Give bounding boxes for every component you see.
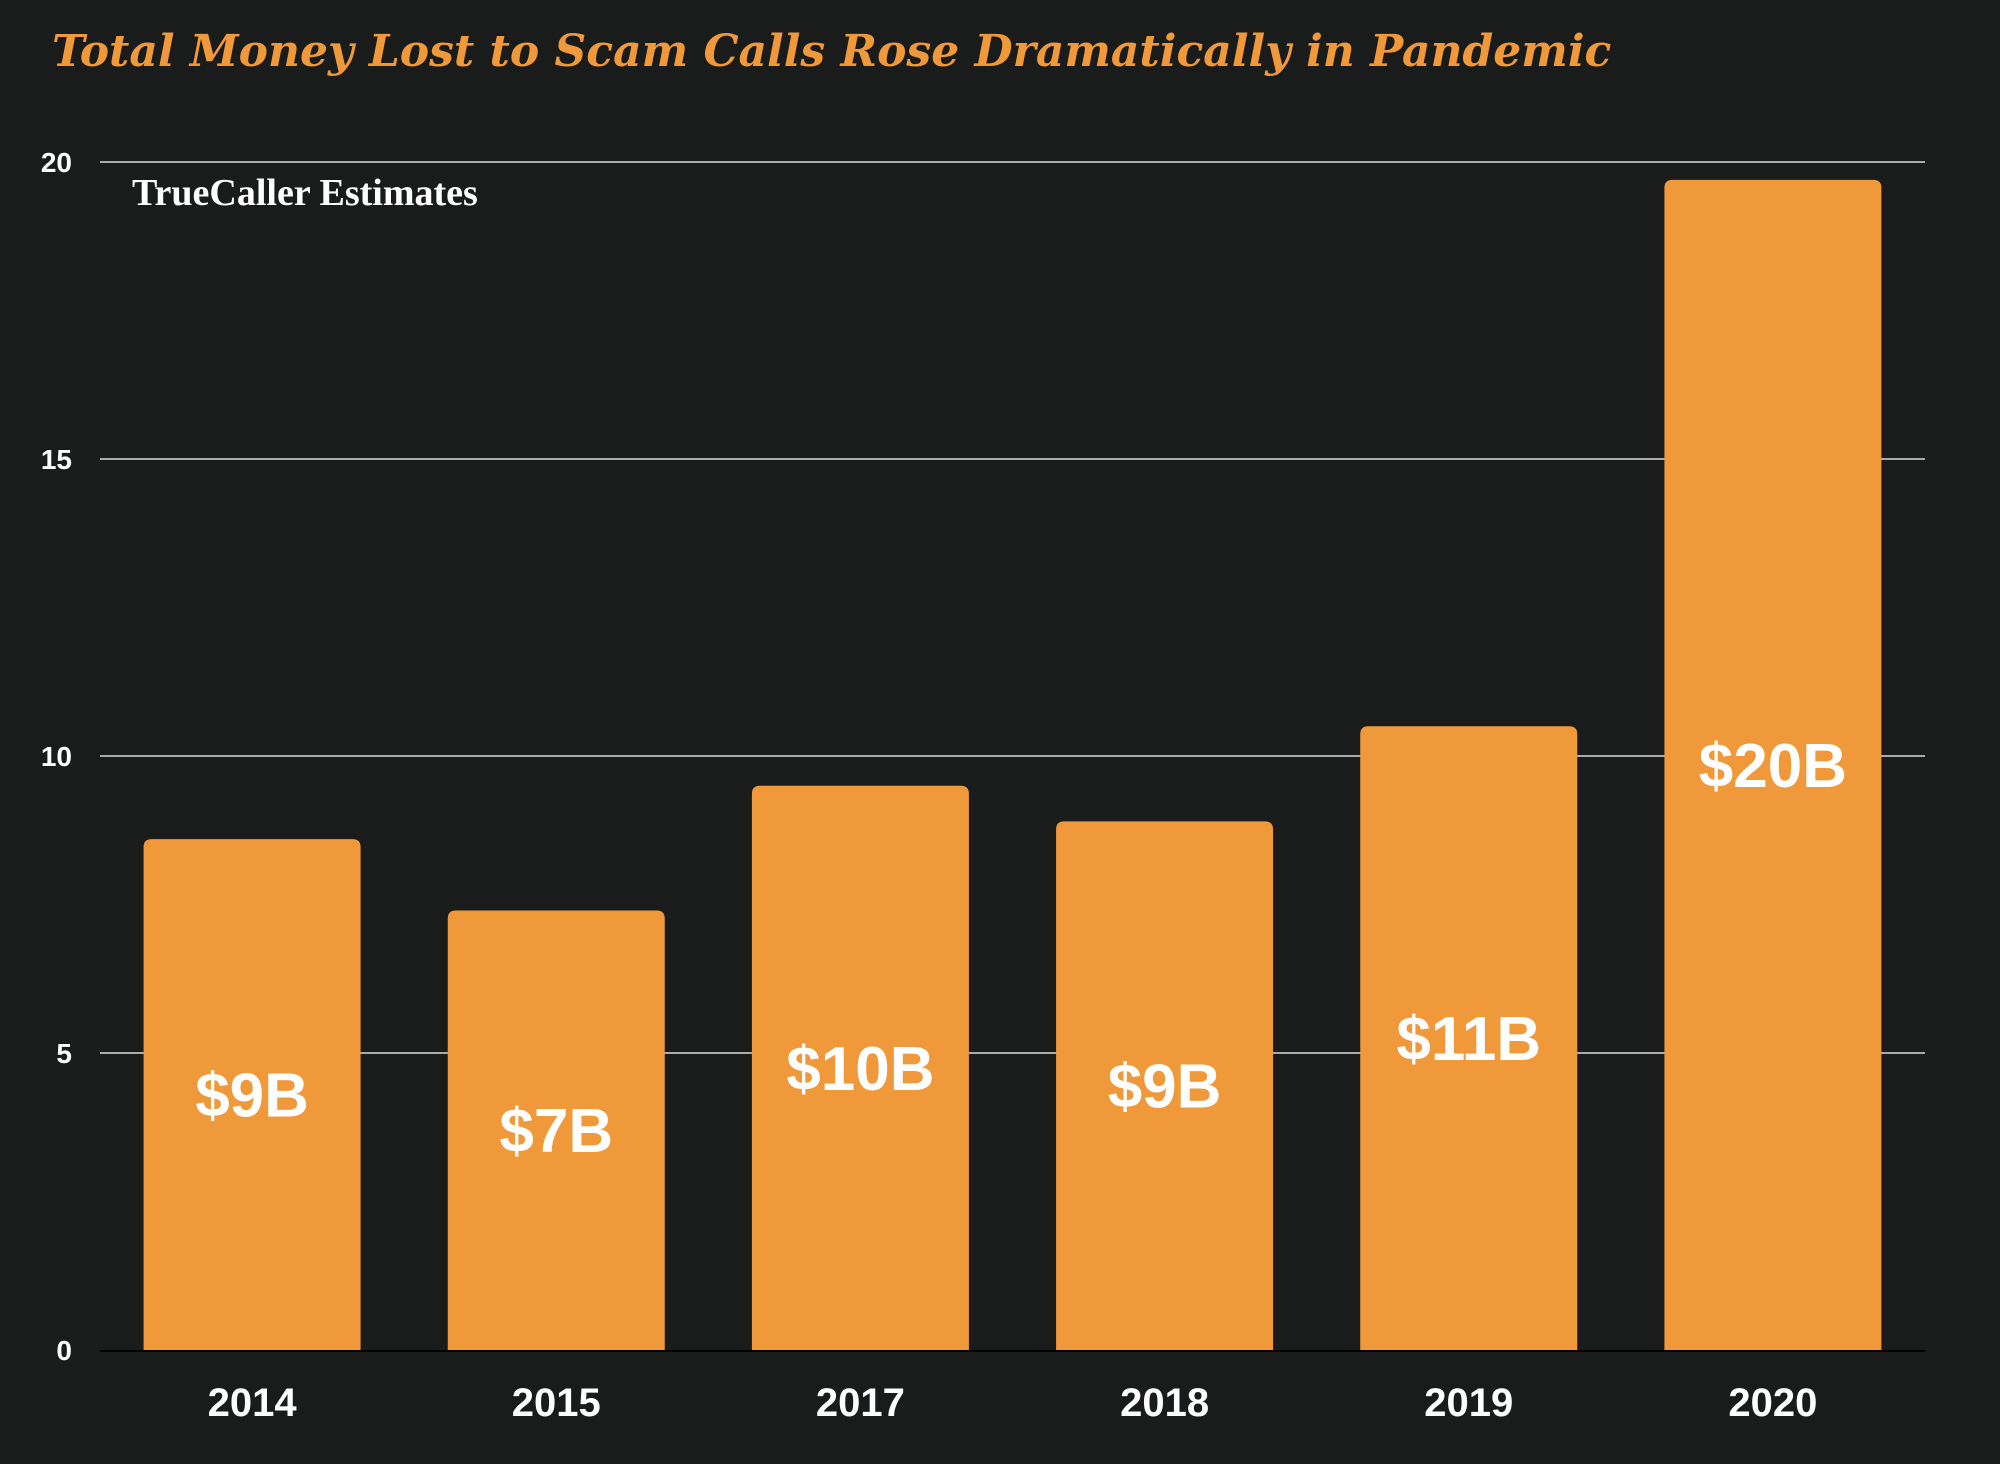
x-tick-label: 2015 bbox=[512, 1381, 601, 1425]
x-tick-label: 2018 bbox=[1120, 1381, 1209, 1425]
data-label-2017: $10B bbox=[786, 1035, 934, 1104]
y-tick-label: 0 bbox=[56, 1335, 72, 1366]
bar-2019 bbox=[1360, 726, 1578, 1350]
bar-2014 bbox=[143, 839, 361, 1350]
y-tick-label: 5 bbox=[56, 1038, 72, 1069]
bar-2015 bbox=[447, 910, 665, 1350]
x-tick-label: 2014 bbox=[208, 1381, 298, 1425]
bar-2020 bbox=[1664, 179, 1882, 1350]
grid-layer bbox=[100, 161, 1925, 1352]
data-label-2018: $9B bbox=[1108, 1053, 1222, 1122]
data-label-2020: $20B bbox=[1699, 732, 1847, 801]
y-tick-label: 10 bbox=[41, 741, 72, 772]
bar-layer bbox=[143, 179, 1882, 1350]
bar-2017 bbox=[751, 785, 969, 1350]
bar-2018 bbox=[1056, 821, 1274, 1350]
x-tick-label: 2019 bbox=[1424, 1381, 1513, 1425]
chart-title: Total Money Lost to Scam Calls Rose Dram… bbox=[52, 26, 1612, 77]
x-tick-label: 2017 bbox=[816, 1381, 905, 1425]
label-layer: 0 5 10 15 20 $9B 2014 $7B 2015 $10B 2017 $9B 2018 $11… bbox=[41, 147, 1847, 1425]
data-label-2015: $7B bbox=[499, 1097, 613, 1166]
y-tick-label: 20 bbox=[41, 147, 72, 178]
data-label-2014: $9B bbox=[195, 1062, 309, 1131]
chart-subtitle: TrueCaller Estimates bbox=[132, 172, 478, 214]
y-tick-label: 15 bbox=[41, 444, 72, 475]
data-label-2019: $11B bbox=[1396, 1005, 1541, 1074]
x-tick-label: 2020 bbox=[1728, 1381, 1817, 1425]
